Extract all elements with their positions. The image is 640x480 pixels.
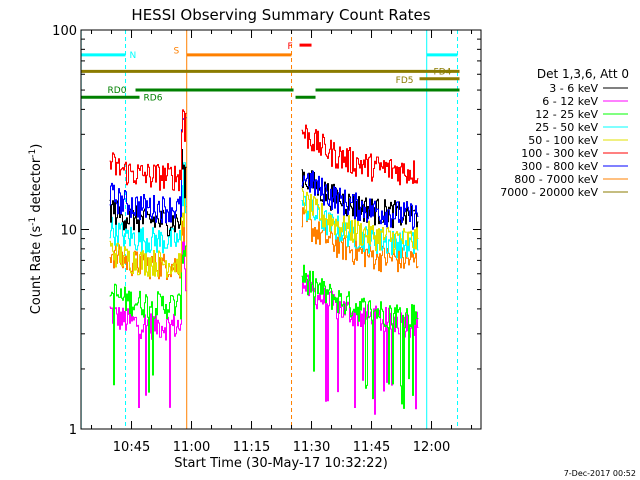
legend-label-5: 100 - 300 keV <box>521 147 598 160</box>
series-4 <box>109 182 419 278</box>
series-5-segment-1 <box>301 124 419 186</box>
y-axis-label-sup1: -1 <box>28 217 38 226</box>
legend-label-4: 50 - 100 keV <box>528 134 598 147</box>
series-0 <box>109 149 419 237</box>
x-tick-label-4: 11:45 <box>353 440 390 455</box>
series-6 <box>109 116 419 230</box>
axes: 10:45 11:00 11:15 11:30 11:45 12:00 1 10 100 <box>52 24 481 455</box>
series-2-segment-0 <box>109 245 187 393</box>
y-axis-label: Count Rate (s-1 detector-1) <box>28 144 44 315</box>
legend-title: Det 1,3,6, Att 0 <box>537 67 629 81</box>
series-7-segment-0 <box>109 178 187 280</box>
footer-timestamp: 7-Dec-2017 00:52 <box>564 469 636 478</box>
x-tick-label-0: 10:45 <box>113 440 150 455</box>
series-3-segment-0 <box>109 162 187 255</box>
chart-title: HESSI Observing Summary Count Rates <box>131 6 430 24</box>
series-4-segment-0 <box>109 182 187 278</box>
flag-label-fd4: FD4 <box>434 67 452 77</box>
legend-label-6: 300 - 800 keV <box>521 160 598 173</box>
series-1-segment-0 <box>109 238 187 408</box>
series-6-segment-0 <box>109 116 187 224</box>
y-axis-label-sup2: -1 <box>28 149 38 158</box>
legend-label-8: 7000 - 20000 keV <box>500 186 598 199</box>
plot-area: N S F FD4 FD5 RD0 RD6 <box>80 30 460 429</box>
series-4-segment-1 <box>301 188 419 254</box>
flag-label-f: F <box>288 42 293 52</box>
legend-label-0: 3 - 6 keV <box>549 82 598 95</box>
x-tick-label-1: 11:00 <box>173 440 210 455</box>
x-tick-label-5: 12:00 <box>413 440 450 455</box>
y-axis-label-part1: Count Rate (s <box>29 226 44 315</box>
series-6-segment-1 <box>301 170 419 230</box>
legend-label-3: 25 - 50 keV <box>535 121 598 134</box>
x-axis-label: Start Time (30-May-17 10:32:22) <box>174 456 388 471</box>
y-tick-label-1: 10 <box>60 224 77 239</box>
series-5 <box>109 109 419 192</box>
flag-label-fd5: FD5 <box>396 76 414 86</box>
legend-label-1: 6 - 12 keV <box>542 95 598 108</box>
x-tick-label-3: 11:30 <box>293 440 330 455</box>
y-axis-label-part2: detector <box>29 157 44 217</box>
series-0-segment-0 <box>109 149 187 237</box>
flag-label-s: S <box>174 46 180 56</box>
flag-label-rd0: RD0 <box>108 86 127 96</box>
legend-label-7: 800 - 7000 keV <box>514 173 598 186</box>
series-2 <box>109 245 419 409</box>
flag-label-rd6: RD6 <box>144 93 163 103</box>
legend-label-2: 12 - 25 keV <box>535 108 598 121</box>
x-tick-label-2: 11:15 <box>233 440 270 455</box>
series-2-segment-1 <box>301 264 419 409</box>
y-axis-label-part3: ) <box>29 144 44 149</box>
series-5-segment-0 <box>109 109 187 192</box>
y-tick-label-0: 1 <box>69 423 77 438</box>
y-tick-label-2: 100 <box>52 24 77 39</box>
flag-label-n: N <box>130 51 137 61</box>
